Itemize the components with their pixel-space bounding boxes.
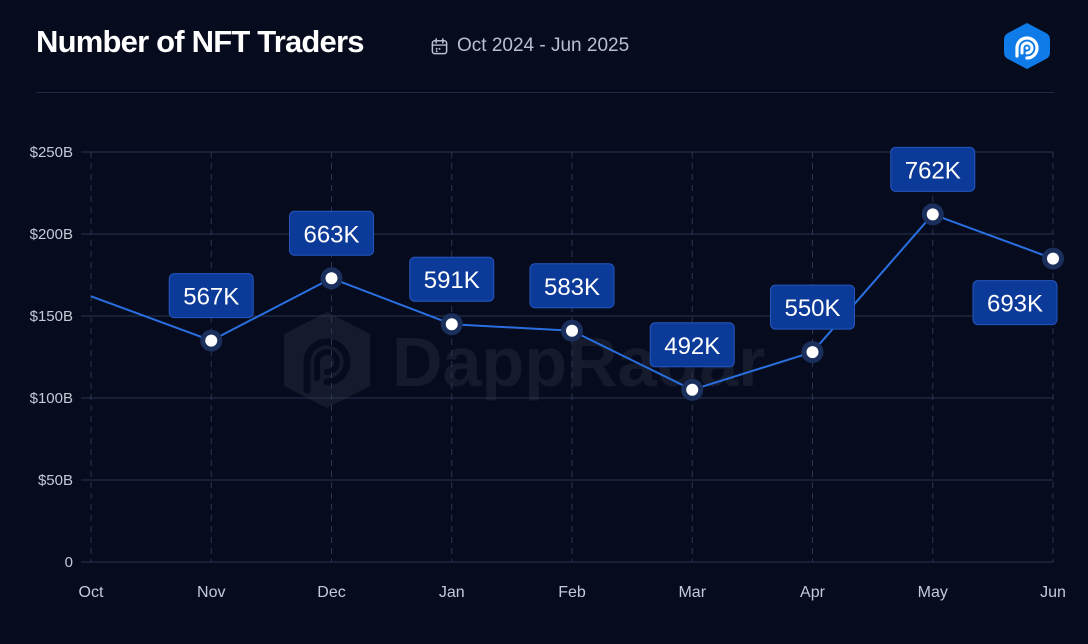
data-point <box>205 334 218 347</box>
x-tick-label: May <box>918 584 948 601</box>
date-range: Oct 2024 - Jun 2025 <box>430 35 629 57</box>
x-tick-label: Nov <box>197 584 225 601</box>
x-tick-label: Feb <box>558 584 586 601</box>
data-point <box>926 208 939 221</box>
data-point <box>806 346 819 359</box>
y-tick-label: $200B <box>30 226 73 243</box>
y-tick-label: $50B <box>38 472 73 489</box>
y-tick-label: $150B <box>30 308 73 325</box>
data-label-box <box>529 263 615 309</box>
data-label-box <box>409 256 495 302</box>
y-tick-label: 0 <box>65 554 73 571</box>
dappradar-logo-icon <box>1004 23 1050 69</box>
data-label: 591K <box>424 267 480 294</box>
data-label-box <box>972 280 1058 326</box>
y-tick-label: $250B <box>30 144 73 161</box>
x-tick-label: Jun <box>1040 584 1066 601</box>
data-point <box>566 324 578 337</box>
data-label: 550K <box>784 295 840 322</box>
data-points <box>200 203 1064 401</box>
data-label-box <box>649 322 735 368</box>
data-point <box>445 318 458 331</box>
data-labels: 567K 663K 591K 583K 492K 550K 762K 693K <box>168 146 1058 368</box>
data-point <box>1047 252 1059 265</box>
chart-header: Number of NFT Traders Oct 2024 - Jun 202… <box>0 0 1088 92</box>
chart-title: Number of NFT Traders <box>36 24 365 59</box>
x-tick-label: Dec <box>317 584 345 601</box>
data-label: 762K <box>905 157 961 184</box>
axes: 0 $50B $100B $150B $200B $250B Oct Nov Dec Jan Feb… <box>30 144 1066 601</box>
data-label-box <box>168 273 254 319</box>
data-label: 693K <box>987 291 1043 318</box>
date-range-text: Oct 2024 - Jun 2025 <box>457 35 630 56</box>
watermark-logo-icon <box>284 312 370 408</box>
x-tick-label: Jan <box>439 584 465 601</box>
calendar-icon <box>431 37 448 54</box>
data-label-box <box>770 284 855 330</box>
x-tick-label: Oct <box>79 584 104 601</box>
data-label: 567K <box>183 284 239 311</box>
x-tick-label: Apr <box>800 584 826 601</box>
data-point <box>686 383 699 396</box>
y-tick-label: $100B <box>30 390 73 407</box>
data-label: 492K <box>664 333 720 360</box>
x-tick-label: Mar <box>678 584 706 601</box>
data-point <box>325 272 338 285</box>
data-label: 663K <box>303 221 359 248</box>
data-label-box <box>890 146 976 192</box>
header-divider <box>36 92 1054 93</box>
data-label: 583K <box>544 274 600 301</box>
data-label-box <box>289 210 374 256</box>
